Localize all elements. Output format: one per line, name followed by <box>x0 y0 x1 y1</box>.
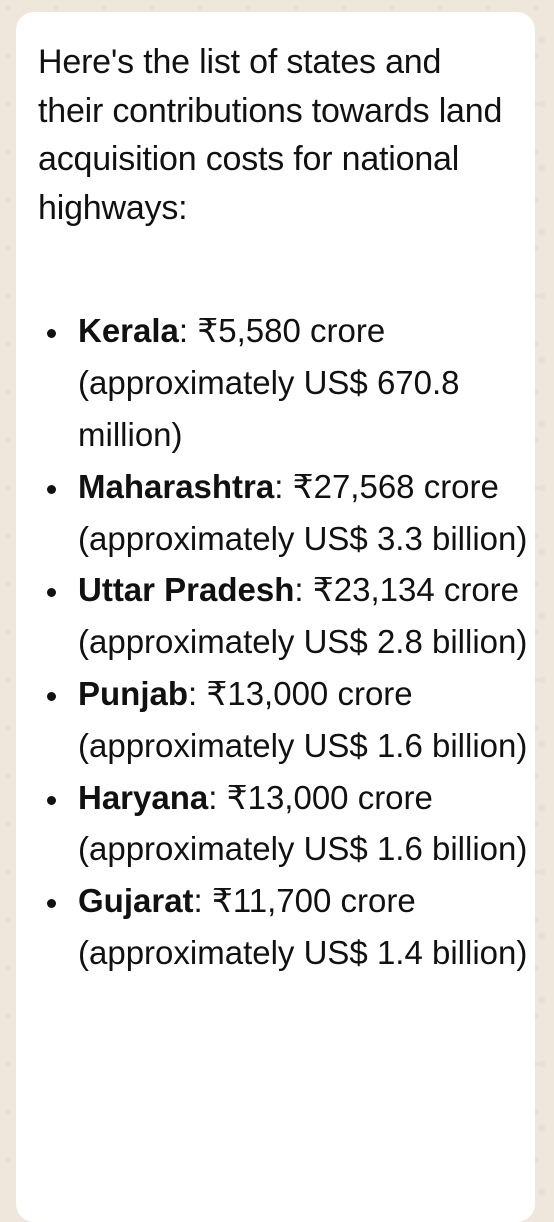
list-item-haryana: Haryana: ₹13,000 crore (approximately US… <box>38 772 535 876</box>
bullet-icon <box>47 796 56 805</box>
state-name: Uttar Pradesh <box>78 571 294 608</box>
state-separator: : <box>188 675 197 712</box>
bullet-icon <box>47 485 56 494</box>
state-contribution-list: Kerala: ₹5,580 crore (approximately US$ … <box>38 305 513 978</box>
list-item-gujarat: Gujarat: ₹11,700 crore (approximately US… <box>38 875 535 979</box>
state-name: Haryana <box>78 779 208 816</box>
state-separator: : <box>194 882 203 919</box>
state-separator: : <box>294 571 303 608</box>
list-item-maharashtra: Maharashtra: ₹27,568 crore (approximatel… <box>38 461 535 565</box>
list-item-punjab: Punjab: ₹13,000 crore (approximately US$… <box>38 668 535 772</box>
message-intro-text: Here's the list of states and their cont… <box>38 38 508 232</box>
bullet-icon <box>47 329 56 338</box>
list-item-kerala: Kerala: ₹5,580 crore (approximately US$ … <box>38 305 535 460</box>
bullet-icon <box>47 588 56 597</box>
state-name: Punjab <box>78 675 188 712</box>
message-bubble: Here's the list of states and their cont… <box>16 12 535 1222</box>
state-name: Gujarat <box>78 882 194 919</box>
state-name: Maharashtra <box>78 468 274 505</box>
bullet-icon <box>47 692 56 701</box>
list-item-uttar-pradesh: Uttar Pradesh: ₹23,134 crore (approximat… <box>38 564 535 668</box>
state-separator: : <box>179 312 188 349</box>
bullet-icon <box>47 899 56 908</box>
state-name: Kerala <box>78 312 179 349</box>
